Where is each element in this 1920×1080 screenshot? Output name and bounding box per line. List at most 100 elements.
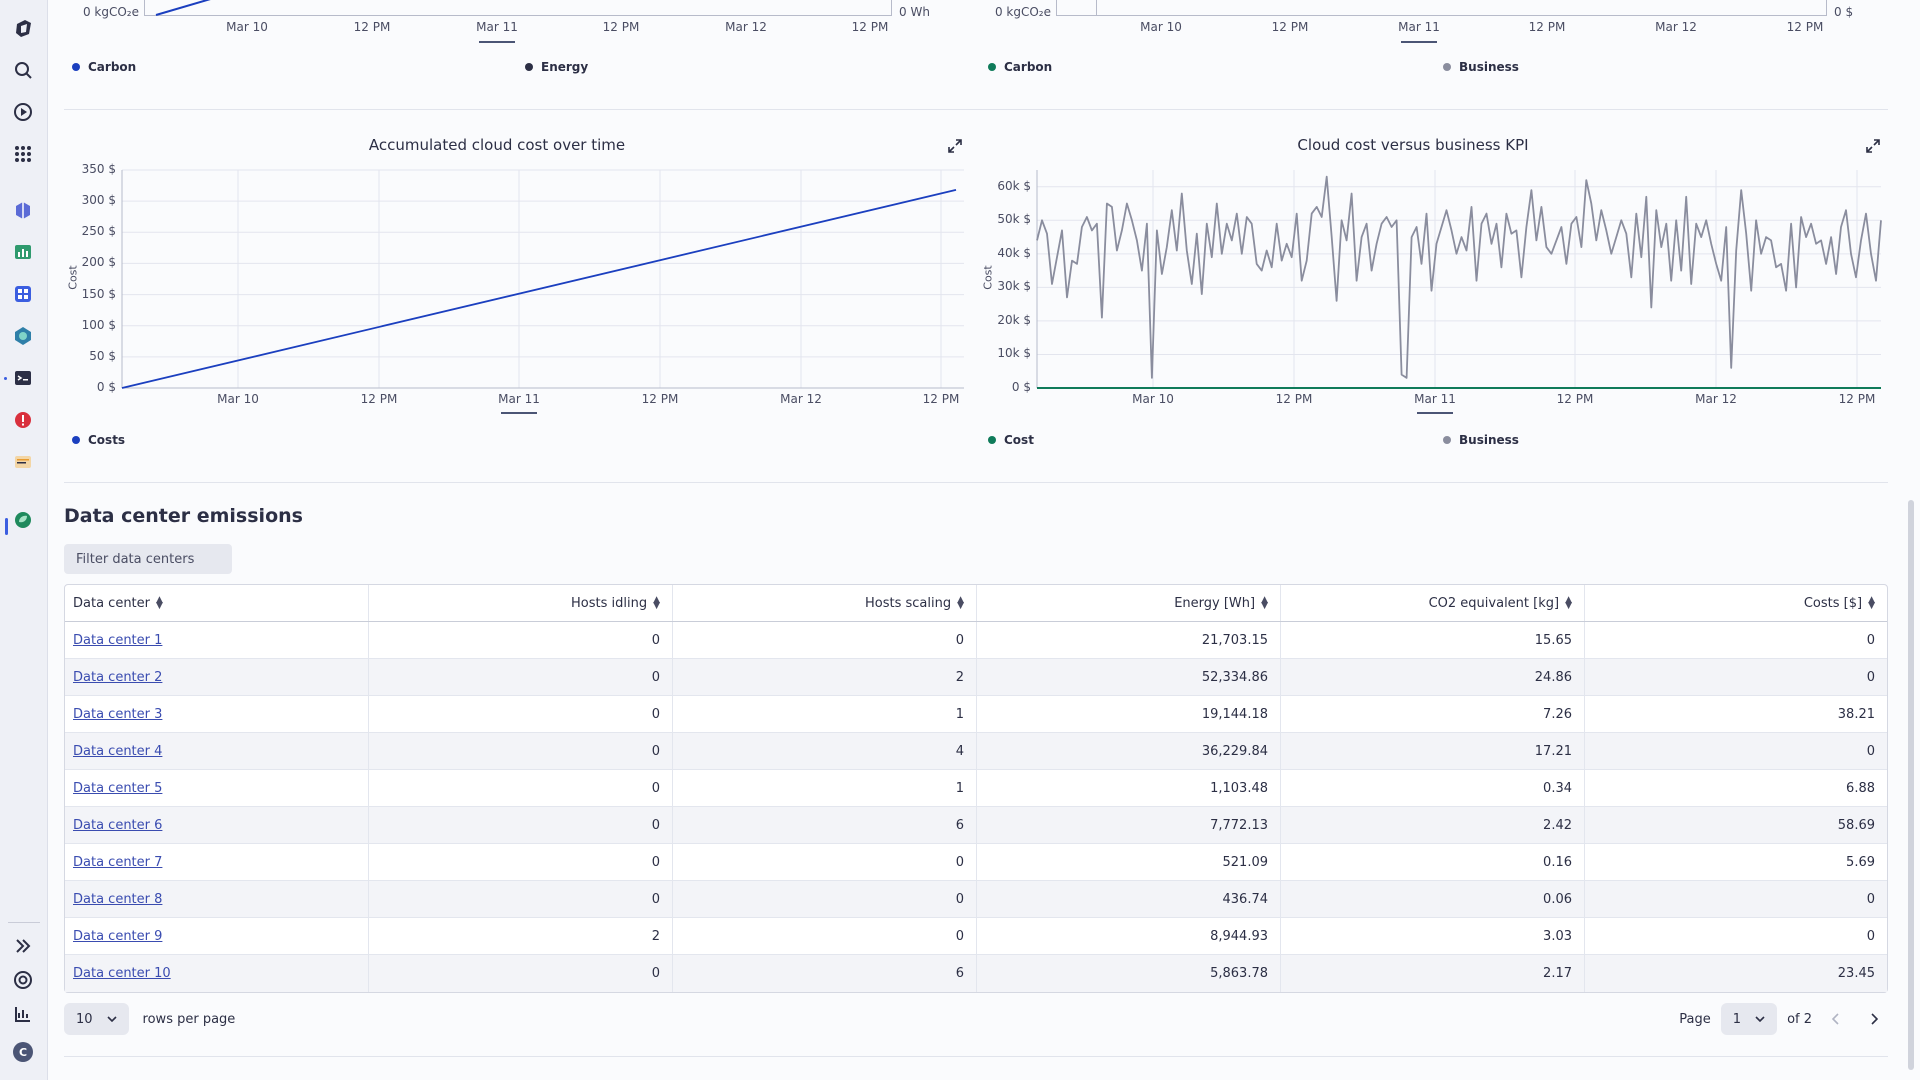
section-title: Data center emissions [64,505,303,527]
data-center-link[interactable]: Data center 1 [73,632,163,648]
column-header[interactable]: CO2 equivalent [kg] ▲ ▼ [1281,585,1585,621]
expand-chart-button[interactable] [1864,137,1882,155]
chevron-down-icon [1755,1016,1765,1022]
legend-item[interactable]: Business [1443,60,1519,74]
column-header[interactable]: Data center ▲ ▼ [65,585,369,621]
table-cell: Data center 2 [65,659,369,695]
chart-icon[interactable] [11,1002,35,1026]
legend-item[interactable]: Carbon [988,60,1052,74]
day-marker [1401,41,1437,43]
table-row: Data center 3 0 1 19,144.18 7.26 38.21 [65,696,1887,733]
table-row: Data center 2 0 2 52,334.86 24.86 0 [65,659,1887,696]
logs-icon[interactable] [11,450,35,474]
expand-icon[interactable] [11,934,35,958]
filter-data-centers-input[interactable] [64,544,232,574]
x-axis-tick-label: 12 PM [602,20,640,34]
series-line-costs [121,189,957,389]
axis-line [891,0,892,16]
hub-icon[interactable] [11,198,35,222]
series-line-business [1036,175,1882,379]
table-cell: Data center 1 [65,622,369,658]
table-cell: 0 [369,881,673,917]
legend-item[interactable]: Costs [72,433,125,447]
dynatrace-logo-icon[interactable] [11,16,35,40]
legend-item[interactable]: Energy [525,60,588,74]
problems-icon[interactable] [11,408,35,432]
legend-dot [72,63,80,71]
previous-page-button[interactable] [1822,1003,1850,1035]
legend-dot [1443,436,1451,444]
column-header-label: Costs [$] [1803,595,1863,611]
column-header[interactable]: Hosts scaling ▲ ▼ [673,585,977,621]
data-center-link[interactable]: Data center 6 [73,817,163,833]
data-center-table: Data center ▲ ▼ Hosts idling ▲ ▼ Hosts scaling… [64,584,1888,993]
help-icon[interactable] [11,968,35,992]
table-cell: 21,703.15 [977,622,1281,658]
rows-per-page-select[interactable]: 10 [64,1003,129,1035]
carbon-line [155,0,211,16]
notebooks-icon[interactable] [11,282,35,306]
terminal-icon-glyph [15,371,31,385]
legend-label: Costs [88,433,126,447]
user-icon[interactable]: C [11,1040,35,1064]
table-cell: 0 [1866,669,1875,685]
scrollbar-thumb[interactable] [1908,500,1914,1070]
sort-icon[interactable]: ▲ ▼ [1565,595,1572,611]
section-divider [64,1056,1888,1057]
column-header[interactable]: Energy [Wh] ▲ ▼ [977,585,1281,621]
day-marker [501,412,537,414]
legend-item[interactable]: Carbon [72,60,136,74]
table-row: Data center 5 0 1 1,103.48 0.34 6.88 [65,770,1887,807]
scrollbar[interactable] [1900,0,1920,1080]
x-axis-tick-label: Mar 12 [1655,20,1697,34]
data-center-link[interactable]: Data center 3 [73,706,163,722]
table-cell: 2.17 [1281,955,1585,992]
apps-grid-icon[interactable] [11,142,35,166]
axis-line [1056,0,1057,16]
sort-icon[interactable]: ▲ ▼ [1261,595,1268,611]
data-center-link[interactable]: Data center 10 [73,966,171,981]
dashboards-icon-glyph [15,245,31,259]
rows-per-page-label: rows per page [142,1011,236,1027]
legend-item[interactable]: Business [1443,433,1519,447]
column-header[interactable]: Hosts idling ▲ ▼ [369,585,673,621]
table-cell: 58.69 [1837,817,1875,833]
x-axis-tick-label: Mar 11 [1414,392,1456,406]
data-center-link[interactable]: Data center 7 [73,854,163,870]
expand-chart-button[interactable] [946,137,964,155]
terminal-icon[interactable] [11,366,35,390]
dashboards-icon[interactable] [11,240,35,264]
carbon-app-icon[interactable] [11,508,35,532]
data-center-link[interactable]: Data center 9 [73,928,163,944]
y-axis-tick-label: 100 $ [81,317,116,332]
table-cell: 0 [1866,928,1875,944]
data-center-link[interactable]: Data center 8 [73,891,163,907]
data-center-link[interactable]: Data center 5 [73,780,163,796]
legend-dot [988,436,996,444]
day-marker [1417,412,1453,414]
carbon-app-icon-glyph [15,512,31,528]
column-header-label: Hosts idling [570,595,648,611]
search-icon[interactable] [11,58,35,82]
y-axis-tick-label: 40k $ [997,245,1031,260]
column-header[interactable]: Costs [$] ▲ ▼ [1585,585,1887,621]
table-cell: 8,944.93 [977,918,1281,954]
sort-icon[interactable]: ▲ ▼ [1868,595,1875,611]
legend-item[interactable]: Cost [988,433,1034,447]
data-center-link[interactable]: Data center 4 [73,743,163,759]
sort-icon[interactable]: ▲ ▼ [957,595,964,611]
table-cell: 24.86 [1281,659,1585,695]
y-axis-tick-label: 50k $ [997,212,1031,227]
help-icon-glyph [14,971,32,989]
page-select[interactable]: 1 [1720,1003,1778,1035]
hub-icon-glyph [16,202,30,219]
launcher-icon-glyph [14,103,32,121]
x-axis-tick-label: Mar 11 [498,392,540,406]
kubernetes-icon[interactable] [11,324,35,348]
next-page-button[interactable] [1860,1003,1888,1035]
launcher-icon[interactable] [11,100,35,124]
sort-icon[interactable]: ▲ ▼ [156,595,163,611]
data-center-link[interactable]: Data center 2 [73,669,163,685]
chart-axis-line [1096,0,1097,16]
sort-icon[interactable]: ▲ ▼ [653,595,660,611]
